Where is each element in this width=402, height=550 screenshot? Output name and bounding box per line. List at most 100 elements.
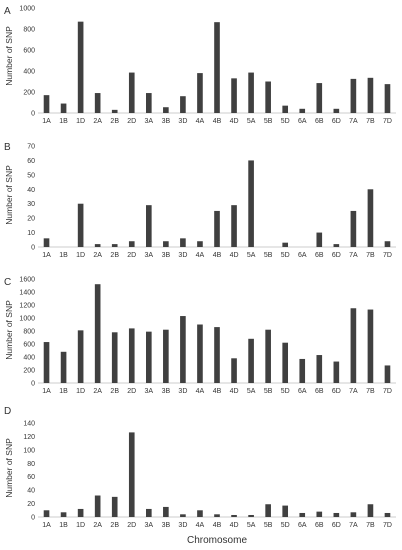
x-tick-label: 3B — [162, 388, 171, 395]
y-axis-label: Number of SNP — [4, 26, 14, 86]
bar — [43, 510, 50, 517]
bar — [367, 309, 374, 383]
y-tick-label: 0 — [31, 245, 35, 252]
bar — [231, 78, 237, 113]
y-tick-label: 60 — [27, 158, 35, 165]
y-tick-label: 1600 — [19, 277, 35, 284]
bar — [43, 238, 50, 247]
bar — [350, 512, 357, 517]
x-tick-label: 6B — [315, 118, 324, 125]
bar — [197, 510, 203, 517]
bar — [94, 93, 101, 113]
x-tick-label: 5B — [264, 252, 273, 259]
x-tick-label: 1D — [76, 522, 85, 529]
bar — [231, 358, 237, 383]
x-tick-label: 2B — [110, 118, 119, 125]
bar — [350, 78, 357, 114]
x-tick-label: 4B — [213, 388, 222, 395]
bar — [333, 512, 340, 517]
bar — [214, 514, 220, 517]
bar — [197, 324, 203, 383]
x-tick-label: 5B — [264, 118, 273, 125]
bar — [316, 511, 323, 517]
y-tick-label: 50 — [27, 172, 35, 179]
x-tick-label: 1D — [76, 252, 85, 259]
x-tick-label: 7A — [349, 522, 358, 529]
x-tick-label: 1D — [76, 118, 85, 125]
bar — [146, 331, 152, 383]
y-axis-label: Number of SNP — [4, 165, 14, 225]
x-tick-label: 4D — [230, 522, 239, 529]
y-tick-label: 200 — [23, 90, 35, 97]
panel-label: C — [4, 277, 11, 288]
x-tick-label: 7B — [366, 252, 375, 259]
x-tick-label: 6A — [298, 118, 307, 125]
bar — [350, 210, 357, 247]
x-axis-label: Chromosome — [187, 535, 247, 546]
x-tick-label: 4D — [230, 388, 239, 395]
y-tick-label: 70 — [27, 144, 35, 151]
bar — [333, 108, 340, 113]
bar — [214, 22, 220, 114]
x-tick-label: 4B — [213, 522, 222, 529]
bar — [299, 108, 306, 113]
bar — [111, 109, 118, 113]
x-tick-label: 5D — [281, 252, 290, 259]
x-tick-label: 3D — [178, 522, 187, 529]
bar — [214, 327, 220, 383]
bar — [180, 316, 186, 383]
bar — [111, 496, 118, 517]
x-tick-label: 2A — [93, 388, 102, 395]
x-tick-label: 6A — [298, 252, 307, 259]
x-tick-label: 4A — [196, 118, 205, 125]
bar — [163, 329, 169, 383]
bar — [333, 244, 340, 247]
x-tick-label: 2A — [93, 252, 102, 259]
x-tick-label: 3D — [178, 252, 187, 259]
x-tick-label: 4A — [196, 522, 205, 529]
x-tick-label: 1B — [59, 118, 68, 125]
bar — [128, 72, 135, 113]
x-tick-label: 7D — [383, 388, 392, 395]
x-tick-label: 4B — [213, 252, 222, 259]
bar — [43, 95, 50, 113]
x-tick-label: 5A — [247, 388, 256, 395]
x-tick-label: 3A — [145, 252, 154, 259]
bar — [180, 514, 186, 517]
x-tick-label: 1B — [59, 522, 68, 529]
bar — [248, 514, 254, 517]
bar — [94, 284, 101, 383]
bar — [299, 512, 306, 517]
bar — [60, 512, 67, 517]
bar — [367, 504, 374, 517]
panel-label: D — [4, 406, 11, 417]
y-tick-label: 1200 — [19, 303, 35, 310]
x-tick-label: 2D — [127, 522, 136, 529]
x-tick-label: 7B — [366, 118, 375, 125]
x-tick-label: 5A — [247, 522, 256, 529]
y-tick-label: 40 — [27, 187, 35, 194]
bar — [333, 361, 340, 383]
y-axis-label: Number of SNP — [4, 438, 14, 498]
x-tick-label: 7A — [349, 252, 358, 259]
x-tick-label: 4B — [213, 118, 222, 125]
x-tick-label: 5B — [264, 388, 273, 395]
bar — [214, 210, 220, 247]
x-tick-label: 6D — [332, 388, 341, 395]
bar — [60, 351, 67, 383]
bar — [367, 189, 374, 247]
bar — [231, 205, 237, 247]
x-tick-label: 6B — [315, 388, 324, 395]
bar — [282, 242, 289, 247]
x-tick-label: 2B — [110, 388, 119, 395]
x-tick-label: 4D — [230, 118, 239, 125]
bar — [265, 81, 271, 113]
y-tick-label: 400 — [23, 355, 35, 362]
y-tick-label: 1000 — [19, 6, 35, 13]
bar — [367, 77, 374, 113]
x-tick-label: 3B — [162, 522, 171, 529]
y-tick-label: 200 — [23, 368, 35, 375]
bar — [77, 330, 84, 383]
x-tick-label: 1A — [42, 252, 51, 259]
